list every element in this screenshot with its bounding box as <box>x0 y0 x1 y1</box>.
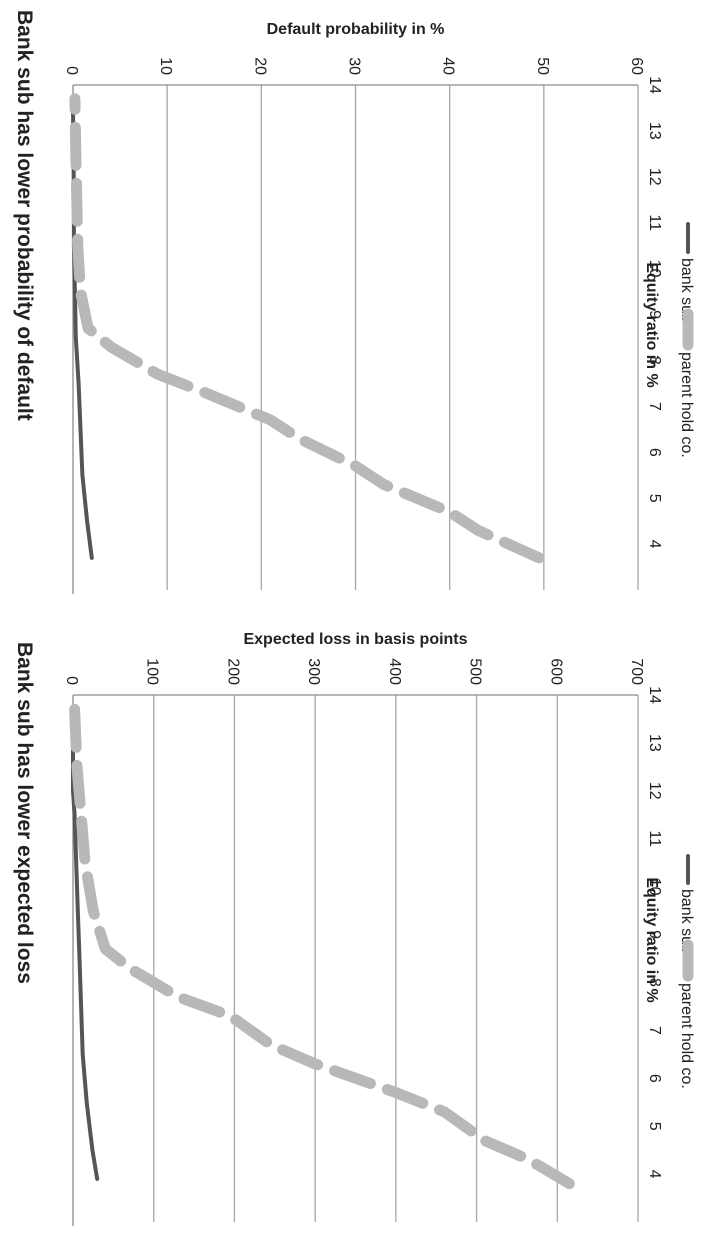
y-tick-labels: 0 10 20 30 40 50 60 <box>63 57 645 75</box>
series-line-bank-sub <box>71 717 100 1181</box>
expected-loss-chart: Bank sub has lower expected loss 0 100 200… <box>13 631 695 1226</box>
x-tick-labels: 4 5 6 7 8 9 10 11 12 13 14 <box>646 76 663 549</box>
y-tick-label: 40 <box>440 57 457 75</box>
y-tick-labels: 0 100 200 300 400 500 600 700 <box>63 658 645 685</box>
y-axis-label: Expected loss in basis points <box>243 631 467 648</box>
x-tick-label: 4 <box>646 1170 663 1179</box>
x-tick-label: 10 <box>646 878 663 896</box>
default-probability-chart: Bank sub has lower probability of defaul… <box>13 10 695 594</box>
axes <box>72 694 638 1226</box>
x-tick-label: 8 <box>646 978 663 987</box>
x-tick-label: 4 <box>646 540 663 549</box>
x-tick-label: 9 <box>646 310 663 319</box>
x-tick-label: 13 <box>646 122 663 140</box>
data-series <box>69 93 545 564</box>
gridlines <box>153 695 639 1222</box>
x-tick-label: 6 <box>646 448 663 457</box>
chart-title: Bank sub has lower expected loss <box>13 642 36 984</box>
x-tick-label: 8 <box>646 356 663 365</box>
y-tick-label: 100 <box>144 658 161 685</box>
series-line-parent-hold-co <box>69 703 575 1190</box>
x-tick-label: 5 <box>646 494 663 503</box>
y-tick-label: 700 <box>628 658 645 685</box>
y-axis-label: Default probability in % <box>267 21 445 38</box>
x-tick-label: 10 <box>646 260 663 278</box>
legend: bank sub parent hold co. <box>678 222 695 458</box>
y-tick-label: 60 <box>628 57 645 75</box>
chart-title: Bank sub has lower probability of defaul… <box>13 10 36 421</box>
x-tick-label: 7 <box>646 402 663 411</box>
x-tick-label: 14 <box>646 686 663 704</box>
x-tick-label: 12 <box>646 168 663 186</box>
data-series <box>69 703 575 1190</box>
x-tick-labels: 4 5 6 7 8 9 10 11 12 13 14 <box>646 686 663 1179</box>
y-tick-label: 300 <box>305 658 322 685</box>
x-tick-label: 11 <box>646 830 663 847</box>
x-tick-label: 12 <box>646 782 663 800</box>
legend-label-parent-hold-co: parent hold co. <box>678 983 695 1089</box>
x-axis-label: Equity ratio in % <box>643 262 660 387</box>
y-tick-label: 400 <box>386 658 403 685</box>
legend-label-bank-sub: bank sub <box>678 258 695 323</box>
x-axis-label: Equity ratio in % <box>643 877 660 1002</box>
x-tick-label: 5 <box>646 1122 663 1131</box>
x-tick-label: 14 <box>646 76 663 94</box>
legend: bank sub parent hold co. <box>678 854 695 1089</box>
x-tick-label: 11 <box>646 214 663 231</box>
series-line-parent-hold-co <box>69 93 545 564</box>
rotated-figure-group: Bank sub has lower probability of defaul… <box>13 10 695 1226</box>
y-tick-label: 600 <box>547 658 564 685</box>
y-tick-label: 30 <box>346 57 363 75</box>
x-tick-label: 13 <box>646 734 663 752</box>
y-tick-label: 500 <box>467 658 484 685</box>
y-tick-label: 20 <box>251 57 268 75</box>
y-tick-label: 10 <box>157 57 174 75</box>
gridlines <box>166 85 639 590</box>
y-tick-label: 0 <box>63 66 80 75</box>
x-tick-label: 6 <box>646 1074 663 1083</box>
legend-label-bank-sub: bank sub <box>678 889 695 954</box>
y-tick-label: 0 <box>63 676 80 685</box>
y-tick-label: 50 <box>534 57 551 75</box>
legend-label-parent-hold-co: parent hold co. <box>678 352 695 458</box>
x-tick-label: 9 <box>646 930 663 939</box>
y-tick-label: 200 <box>224 658 241 685</box>
x-tick-label: 7 <box>646 1026 663 1035</box>
